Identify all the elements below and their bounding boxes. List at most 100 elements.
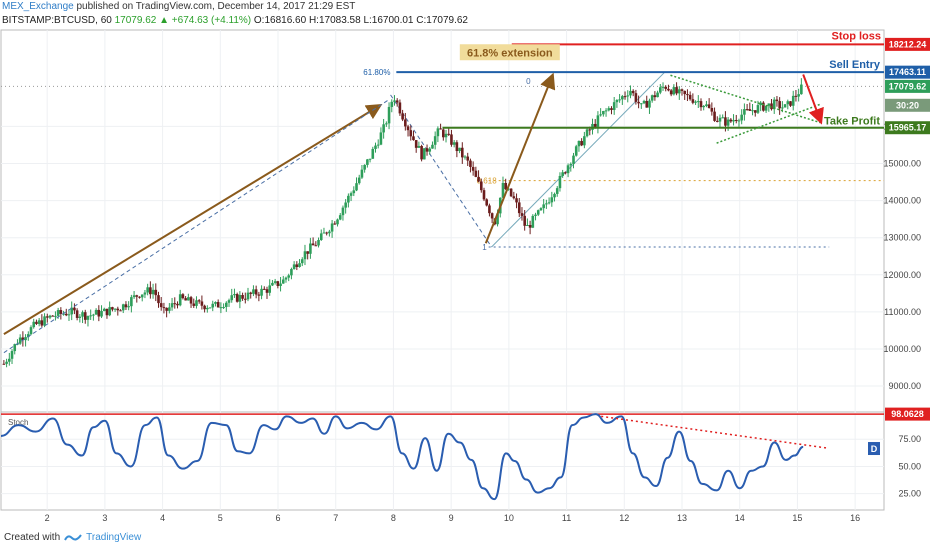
price-label-box [885, 79, 930, 93]
candle-body [311, 243, 315, 246]
fib-label-0: 0 [526, 77, 531, 86]
take-profit-text: Take Profit [824, 116, 880, 128]
x-tick-label: 14 [735, 513, 745, 523]
candle-body [509, 188, 513, 197]
publisher-link[interactable]: MEX_Exchange [2, 1, 74, 12]
candle-body [526, 225, 529, 227]
candle-body [26, 334, 30, 338]
candle-body [127, 306, 130, 308]
candle-body [547, 202, 551, 204]
candle-body [781, 107, 784, 109]
candle-body [105, 308, 109, 316]
candle-body [442, 129, 445, 138]
publish-header: MEX_Exchange published on TradingView.co… [2, 0, 355, 14]
candle-body [463, 156, 467, 158]
candle-body [138, 296, 141, 298]
candle-body [393, 100, 396, 102]
candle-body [512, 196, 516, 199]
candle-body [602, 111, 605, 115]
candle-body [387, 106, 391, 124]
candle-body [482, 190, 486, 200]
candle-body [688, 94, 692, 100]
fib-618-label: 61.80% [363, 68, 390, 77]
x-tick-label: 7 [333, 513, 338, 523]
stoch-tick-label: 25.00 [898, 489, 921, 499]
grid [1, 30, 884, 510]
candle-body [376, 144, 380, 146]
candle-body [241, 295, 244, 299]
candle-body [2, 363, 6, 365]
candle-body [111, 307, 114, 310]
candle-body [157, 295, 160, 304]
stochastic-oscillator: Stoch D [0, 413, 884, 501]
candle-body [745, 109, 749, 111]
candle-body [536, 210, 540, 215]
candle-body [626, 95, 630, 97]
candle-body [45, 316, 49, 318]
x-tick-label: 5 [218, 513, 223, 523]
candle-body [32, 321, 36, 328]
candle-body [13, 344, 17, 352]
candle-body [37, 320, 41, 324]
candle-body [24, 337, 27, 341]
candle-body [531, 215, 535, 228]
price-label-stop-loss: 18212.24 [889, 39, 927, 49]
candle-body [54, 315, 57, 317]
candle-body [800, 84, 803, 95]
extension-label-box [459, 44, 560, 61]
candle-body [642, 100, 646, 104]
candle-body [390, 101, 394, 107]
candle-body [295, 264, 299, 267]
candle-body [83, 312, 87, 320]
tradingview-brand-link[interactable]: TradingView [86, 532, 142, 543]
candle-body [56, 310, 60, 316]
candle-body [165, 307, 168, 311]
candle-body [707, 104, 711, 108]
candle-body [132, 295, 136, 298]
candle-body [81, 312, 84, 317]
candle-body [319, 233, 323, 240]
ohlc-values: O:16816.60 H:17083.58 L:16700.01 C:17079… [253, 15, 468, 26]
candle-body [648, 100, 651, 108]
candle-body [485, 199, 489, 206]
candle-body [545, 203, 548, 205]
candle-body [431, 144, 434, 149]
candle-body [355, 183, 358, 191]
candle-body [569, 163, 573, 166]
candle-body [290, 269, 293, 276]
candle-body [412, 136, 415, 141]
candle-body [173, 303, 177, 305]
candle-body [146, 287, 149, 293]
axis-ticks: 2 3 4 5 6 7 8 9 10 11 12 13 14 15 16 9000.00 10000.00 110… [45, 121, 921, 523]
candle-body [705, 104, 708, 106]
candle-body [433, 136, 437, 145]
candle-body [379, 132, 383, 145]
candle-body [303, 251, 307, 260]
candle-body [759, 102, 762, 106]
candle-body [718, 117, 722, 122]
stoch-marker-text: D [871, 444, 878, 454]
created-with-text: Created with [4, 532, 61, 543]
candle-body [35, 321, 38, 324]
candle-body [211, 303, 215, 308]
candle-body [260, 288, 263, 296]
candle-body [659, 87, 662, 93]
x-tick-label: 16 [850, 513, 860, 523]
candle-body [640, 103, 643, 105]
candle-body [195, 300, 198, 306]
price-change: ▲ +674.63 (+4.11%) [159, 15, 252, 26]
candle-body [618, 99, 621, 101]
stoch-level-label-box [885, 407, 930, 421]
candle-body [756, 105, 760, 113]
candle-body [715, 120, 719, 122]
candle-body [607, 108, 611, 111]
candle-body [517, 202, 521, 214]
candle-body [238, 295, 242, 302]
candle-body [62, 313, 65, 315]
candle-body [726, 119, 730, 126]
candle-body [417, 145, 421, 148]
candle-body [208, 307, 212, 309]
x-tick-label: 13 [677, 513, 687, 523]
candle-body [92, 314, 95, 316]
